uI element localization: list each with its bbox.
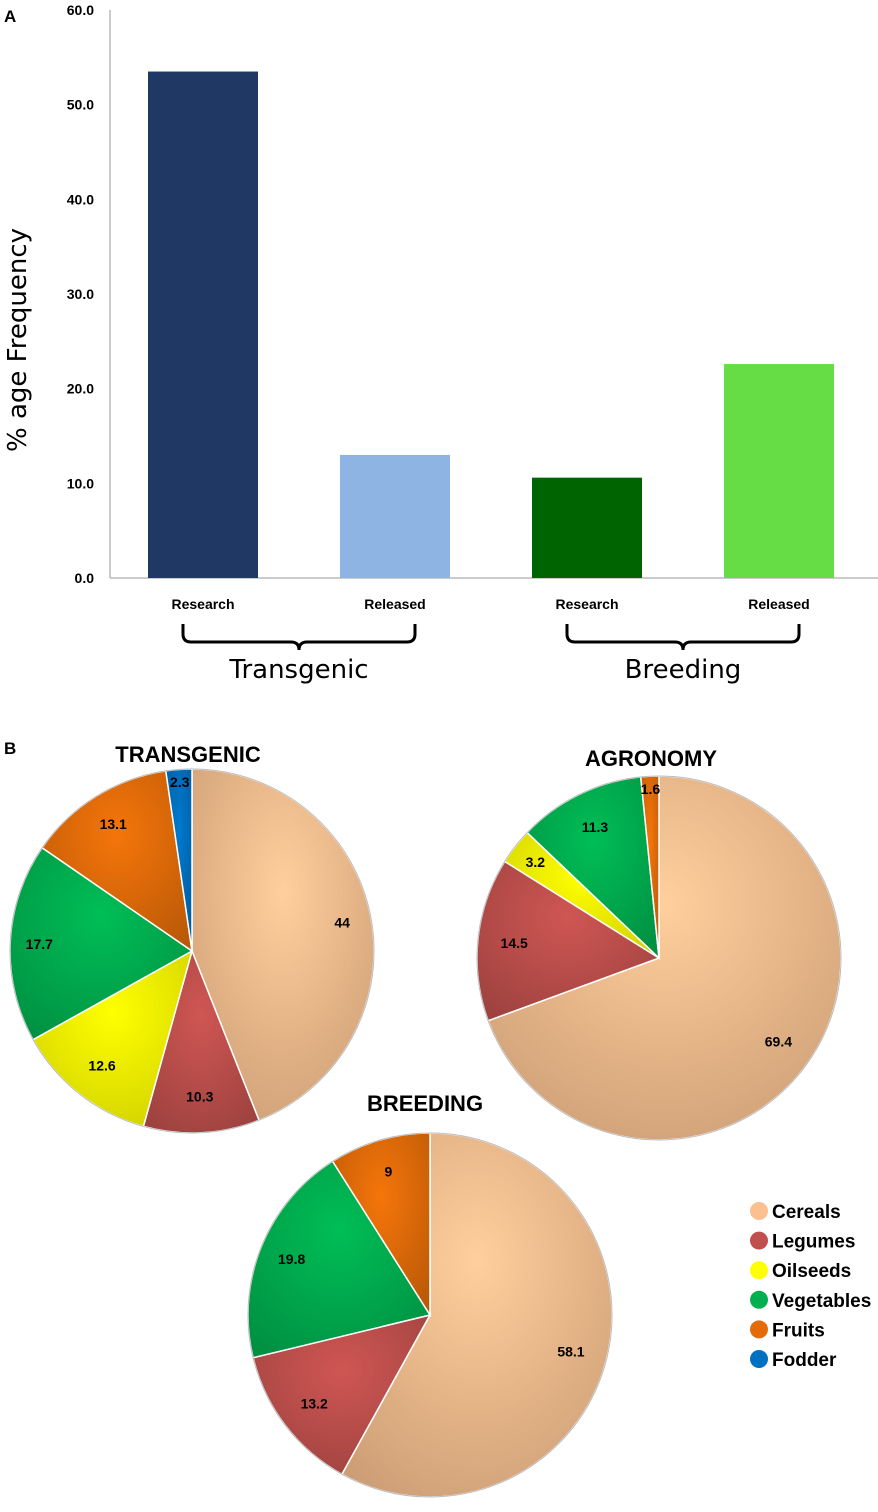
slice-label-fodder: 2.3 [170, 774, 190, 790]
legend-label-fruits: Fruits [772, 1320, 825, 1341]
slice-label-cereals: 69.4 [765, 1033, 792, 1049]
panel-a: A % age Frequency 0.0 10.0 20.0 30.0 40.0 50.… [3, 2, 878, 685]
legend-swatch-legumes [750, 1231, 768, 1250]
legend-label-legumes: Legumes [772, 1232, 855, 1253]
legend-label-cereals: Cereals [772, 1202, 841, 1223]
group-brackets: Transgenic Breeding [181, 624, 801, 685]
legend-swatch-cereals [750, 1202, 768, 1220]
slice-label-oilseeds: 3.2 [526, 854, 546, 870]
slice-label-vegetables: 19.8 [278, 1251, 305, 1267]
y-axis-label: % age Frequency [3, 228, 33, 452]
pie-agronomy-title: AGRONOMY [585, 746, 717, 771]
legend-swatch-fodder [750, 1350, 768, 1368]
pie-transgenic-title: TRANSGENIC [115, 742, 261, 767]
bar-research-1 [148, 71, 258, 579]
legend-swatch-fruits [750, 1320, 768, 1339]
y-tick-label: 0.0 [75, 570, 95, 586]
y-tick-label: 10.0 [67, 475, 94, 491]
bar-chart: % age Frequency 0.0 10.0 20.0 30.0 40.0 50.0 6… [3, 2, 878, 685]
group-label-breeding: Breeding [625, 655, 742, 685]
bar-released-2 [340, 454, 450, 578]
group-bracket-transgenic [181, 624, 417, 651]
pie-breeding-title: BREEDING [367, 1091, 483, 1116]
legend-label-fodder: Fodder [772, 1350, 837, 1371]
panel-a-label: A [4, 7, 16, 26]
bar-research-3 [532, 477, 642, 578]
x-tick-label: Released [364, 596, 425, 612]
slice-label-fruits: 1.6 [641, 781, 661, 797]
pie-rim [247, 1132, 613, 1498]
y-tick-label: 60.0 [67, 2, 94, 18]
panel-b-label: B [4, 739, 16, 758]
pie-transgenic: 44 10.3 12.6 17.7 13.1 2.3 TRANSGENIC [9, 742, 375, 1134]
slice-label-legumes: 10.3 [186, 1088, 213, 1104]
slice-label-legumes: 14.5 [501, 935, 528, 951]
slice-label-cereals: 58.1 [557, 1343, 584, 1359]
pie-rim [476, 775, 842, 1141]
y-tick-label: 30.0 [67, 286, 94, 302]
slice-label-vegetables: 17.7 [26, 936, 53, 952]
panel-b: B 44 10.3 12.6 17.7 13.1 2.3 TRANSGENIC 69.4 14… [4, 739, 871, 1498]
slice-label-fruits: 13.1 [100, 816, 127, 832]
y-tick-label: 40.0 [67, 191, 94, 207]
legend-swatch-oilseeds [750, 1261, 768, 1280]
pie-agronomy: 69.4 14.5 3.2 11.3 1.6 AGRONOMY [476, 746, 842, 1141]
pie-rim [9, 768, 375, 1134]
slice-label-oilseeds: 12.6 [88, 1057, 115, 1073]
x-ticks: Research Released Research Released [171, 596, 809, 612]
slice-label-cereals: 44 [334, 914, 350, 930]
x-tick-label: Released [748, 596, 809, 612]
bar-released-4 [724, 364, 834, 578]
bars [148, 71, 834, 579]
pie-breeding: 58.1 13.2 19.8 9 BREEDING [247, 1091, 613, 1498]
legend: Cereals Legumes Oilseeds Vegetables Fruits Fo… [750, 1202, 871, 1371]
legend-label-vegetables: Vegetables [772, 1291, 871, 1312]
y-tick-label: 20.0 [67, 381, 94, 397]
slice-label-fruits: 9 [385, 1164, 393, 1180]
x-tick-label: Research [555, 596, 618, 612]
y-ticks: 0.0 10.0 20.0 30.0 40.0 50.0 60.0 [67, 2, 94, 586]
slice-label-legumes: 13.2 [301, 1395, 328, 1411]
legend-label-oilseeds: Oilseeds [772, 1261, 851, 1282]
group-label-transgenic: Transgenic [228, 655, 368, 685]
group-bracket-breeding [565, 624, 801, 651]
y-tick-label: 50.0 [67, 97, 94, 113]
legend-swatch-vegetables [750, 1290, 768, 1309]
slice-label-vegetables: 11.3 [582, 819, 609, 835]
x-tick-label: Research [171, 596, 234, 612]
